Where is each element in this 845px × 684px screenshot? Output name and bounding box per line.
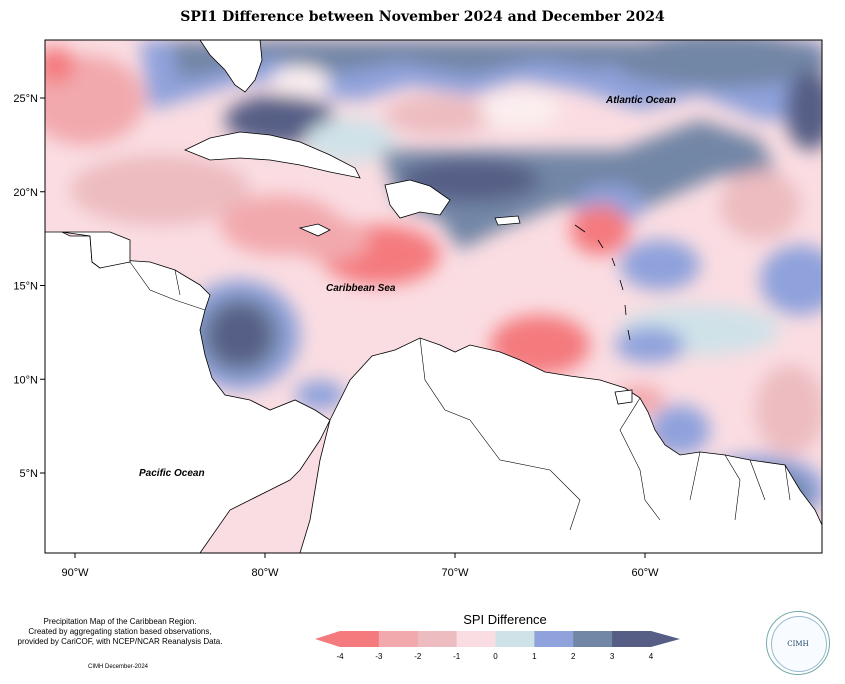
x-tick-label: 90°W <box>61 567 89 579</box>
legend-tick-label: -3 <box>375 652 383 661</box>
legend-tick-label: 4 <box>649 652 654 661</box>
y-tick-label: 20°N <box>13 187 38 199</box>
footer-credit: CIMH December-2024 <box>88 664 149 670</box>
trinidad-land <box>614 389 633 405</box>
legend-swatch <box>534 631 574 647</box>
legend-swatch <box>573 631 613 647</box>
legend-tick-label: -4 <box>336 652 344 661</box>
x-tick-label: 80°W <box>251 567 279 579</box>
legend-tick-label: -1 <box>453 652 461 661</box>
legend-tick-label: 3 <box>610 652 615 661</box>
y-axis: 25°N 20°N 15°N 10°N 5°N <box>13 93 45 480</box>
logo-text: CIMH <box>787 640 809 648</box>
x-tick-label: 60°W <box>631 567 659 579</box>
hispaniola-land <box>384 179 451 219</box>
legend-swatch <box>378 631 419 647</box>
legend-colorbar <box>315 631 680 647</box>
footer-notes: Precipitation Map of the Caribbean Regio… <box>10 617 230 647</box>
yucatan-land <box>61 231 131 269</box>
footer-line-3: provided by CariCOF, with NCEP/NCAR Rean… <box>17 637 223 646</box>
map-frame <box>44 39 823 554</box>
y-tick-label: 10°N <box>13 374 38 386</box>
florida-land <box>199 40 263 93</box>
legend-tick-label: -2 <box>414 652 422 661</box>
caribbean-sea-label: Caribbean Sea <box>326 283 396 294</box>
y-tick-label: 5°N <box>20 468 39 480</box>
country-borders <box>129 261 791 531</box>
legend-title: SPI Difference <box>463 612 547 627</box>
legend-swatch <box>612 631 652 647</box>
spi-field <box>45 40 822 553</box>
legend-tick-label: 0 <box>493 652 498 661</box>
footer-line-1: Precipitation Map of the Caribbean Regio… <box>43 617 197 626</box>
legend-arrow-left <box>315 631 340 647</box>
y-tick-label: 25°N <box>13 93 38 105</box>
y-tick-label: 15°N <box>13 281 38 293</box>
cimh-logo: CIMH <box>766 611 830 675</box>
legend-tick-label: 2 <box>571 652 576 661</box>
legend-swatch <box>417 631 458 647</box>
pacific-ocean-label: Pacific Ocean <box>139 468 205 479</box>
legend-swatch <box>495 631 535 647</box>
logo-ring <box>771 616 827 672</box>
atlantic-ocean-label: Atlantic Ocean <box>605 95 676 106</box>
legend-tick-label: 1 <box>532 652 537 661</box>
lesser-antilles-land <box>574 224 631 341</box>
legend-ticks: -4 -3 -2 -1 0 1 2 3 4 <box>336 652 653 661</box>
south-america-land <box>299 337 822 553</box>
map-title: SPI1 Difference between November 2024 an… <box>180 9 665 25</box>
cuba-land <box>184 131 361 179</box>
x-tick-label: 70°W <box>441 567 469 579</box>
jamaica-land <box>298 223 331 237</box>
footer-line-2: Created by aggregating station based obs… <box>28 627 212 636</box>
legend-swatch <box>456 631 496 647</box>
puerto-rico-land <box>494 215 521 226</box>
legend-swatch <box>340 631 380 647</box>
legend-arrow-right <box>651 631 680 647</box>
x-axis: 90°W 80°W 70°W 60°W <box>61 553 659 579</box>
